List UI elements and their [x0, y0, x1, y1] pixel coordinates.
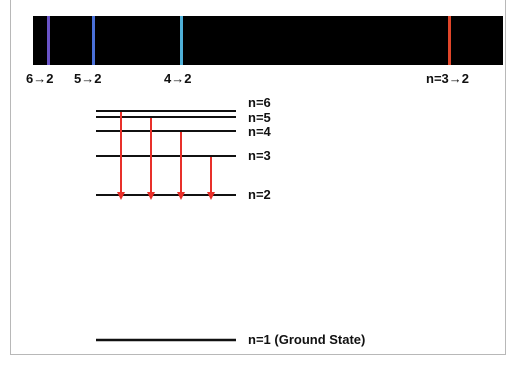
level-label-n6: n=6	[248, 95, 271, 110]
spectrum-bar	[33, 16, 503, 65]
spectral-line-5-2	[92, 16, 95, 65]
level-label-n4: n=4	[248, 124, 272, 139]
spectral-line-6-2	[47, 16, 50, 65]
spectral-line-4-2	[180, 16, 183, 65]
spectral-label-5-2: 5→2	[74, 71, 101, 86]
level-label-n1: n=1 (Ground State)	[248, 332, 365, 347]
level-label-n5: n=5	[248, 110, 271, 125]
spectral-line-3-2	[448, 16, 451, 65]
spectral-label-3-2: n=3→2	[426, 71, 469, 86]
level-label-n2: n=2	[248, 187, 271, 202]
spectral-label-4-2: 4→2	[164, 71, 191, 86]
level-label-n3: n=3	[248, 148, 271, 163]
spectral-label-6-2: 6→2	[26, 71, 53, 86]
